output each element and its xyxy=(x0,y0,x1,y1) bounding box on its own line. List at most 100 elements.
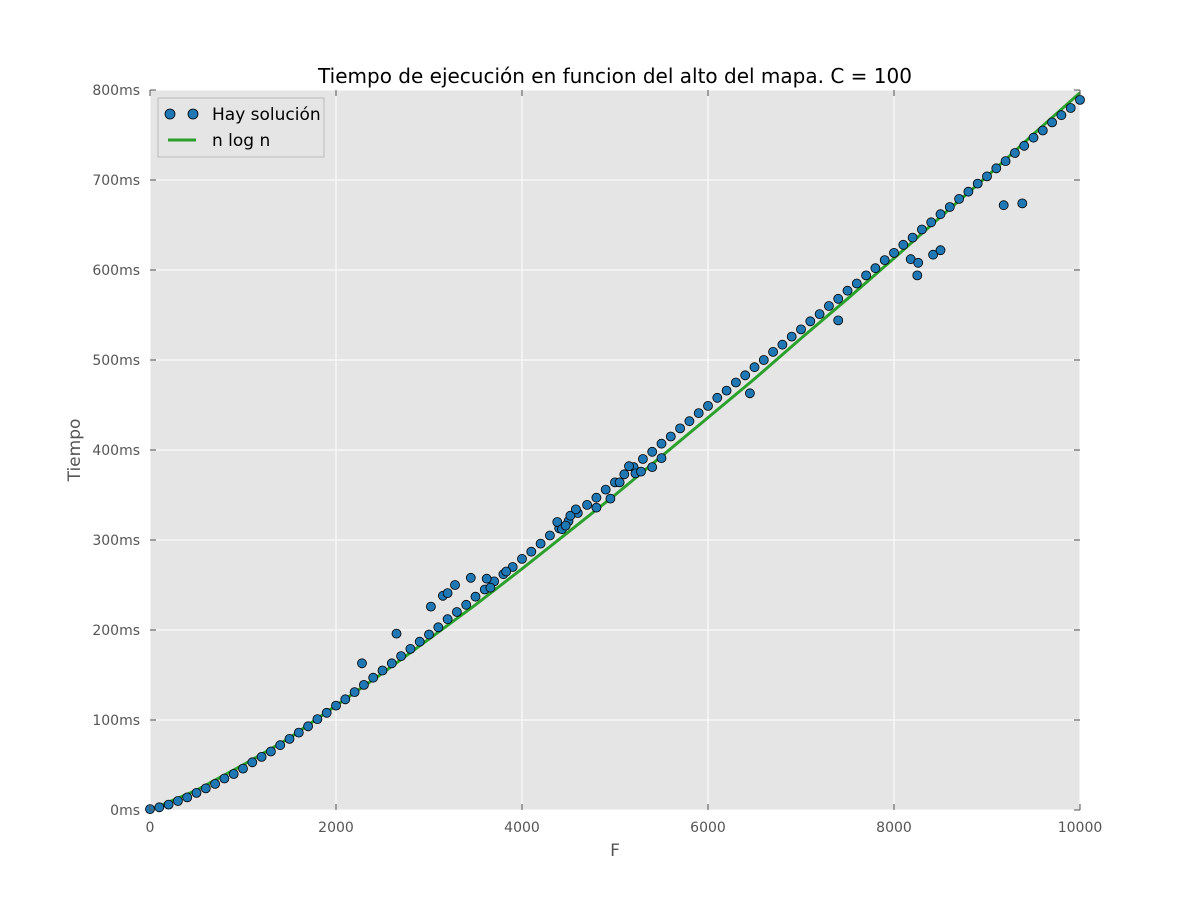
y-tick-label: 200ms xyxy=(92,623,140,639)
data-point xyxy=(814,309,825,320)
data-point xyxy=(391,628,402,639)
data-point xyxy=(386,658,397,669)
data-point xyxy=(768,346,778,357)
data-point xyxy=(1037,125,1048,136)
data-point xyxy=(552,517,563,527)
data-point xyxy=(912,270,923,281)
legend: Hay solución n log n xyxy=(157,97,325,158)
data-point xyxy=(889,247,899,258)
data-point xyxy=(275,740,286,751)
data-point xyxy=(414,636,425,647)
data-point xyxy=(247,757,258,768)
data-point xyxy=(1065,103,1076,113)
data-point xyxy=(636,466,646,477)
data-point xyxy=(944,202,955,212)
x-axis-ticks: 0 2000 4000 6000 8000 10000 xyxy=(146,90,1102,836)
data-point xyxy=(163,799,174,810)
data-point xyxy=(284,734,295,744)
data-point xyxy=(972,178,983,189)
data-point xyxy=(210,779,221,789)
y-tick-label: 400ms xyxy=(92,443,140,459)
data-point xyxy=(745,388,755,399)
data-point xyxy=(917,224,927,235)
data-point xyxy=(703,400,713,411)
data-point xyxy=(571,504,581,515)
data-point xyxy=(870,263,881,274)
data-point xyxy=(424,629,434,640)
data-point xyxy=(907,232,918,243)
data-point xyxy=(293,727,304,738)
y-axis-label: Tiempo xyxy=(65,419,85,483)
x-tick-label: 2000 xyxy=(318,820,354,836)
data-point xyxy=(470,591,481,602)
data-point xyxy=(265,746,276,757)
data-point xyxy=(425,601,436,612)
x-tick-label: 4000 xyxy=(504,820,540,836)
data-point xyxy=(624,461,634,472)
data-point xyxy=(656,453,667,464)
data-point xyxy=(1000,156,1011,167)
legend-box xyxy=(157,97,325,158)
data-point xyxy=(954,193,964,204)
data-point xyxy=(200,783,211,794)
data-point xyxy=(1075,95,1085,105)
data-point xyxy=(712,392,723,403)
data-point xyxy=(377,665,388,676)
data-point xyxy=(619,469,630,480)
data-point xyxy=(605,493,616,504)
data-point xyxy=(228,769,239,779)
data-point xyxy=(721,385,732,396)
data-point xyxy=(396,651,407,661)
data-point xyxy=(928,249,938,260)
data-point xyxy=(638,454,648,464)
data-point xyxy=(740,370,751,381)
data-point xyxy=(935,209,946,220)
data-point xyxy=(591,502,602,513)
y-axis-ticks: 0ms 100ms 200ms 300ms 400ms 500ms 600ms 700ms 80… xyxy=(92,83,1080,819)
data-point xyxy=(451,607,462,617)
x-tick-label: 0 xyxy=(146,820,155,836)
data-point xyxy=(935,245,946,256)
data-point xyxy=(1056,110,1067,121)
y-tick-label: 600ms xyxy=(92,263,140,279)
data-point xyxy=(647,446,658,457)
data-point xyxy=(256,752,267,762)
data-point xyxy=(465,572,476,583)
data-point xyxy=(535,538,546,549)
data-point xyxy=(998,200,1009,211)
data-point xyxy=(842,285,853,296)
y-tick-label: 700ms xyxy=(92,173,140,189)
data-point xyxy=(433,622,444,633)
data-point xyxy=(517,554,527,564)
data-point xyxy=(913,257,924,268)
data-point xyxy=(656,438,667,449)
data-point xyxy=(1017,198,1028,209)
data-point xyxy=(898,239,909,250)
legend-marker-point-2 xyxy=(187,108,199,120)
data-point xyxy=(442,588,453,598)
data-point xyxy=(450,580,460,590)
data-point xyxy=(693,408,704,419)
data-point xyxy=(600,484,611,495)
data-point xyxy=(526,546,537,557)
data-point xyxy=(824,301,834,311)
data-point xyxy=(1047,117,1057,128)
data-point xyxy=(591,492,602,503)
data-point xyxy=(963,186,974,197)
data-point xyxy=(565,510,576,521)
x-tick-label: 8000 xyxy=(876,820,912,836)
data-point xyxy=(1010,148,1020,158)
y-tick-label: 300ms xyxy=(92,533,140,549)
data-point xyxy=(1019,140,1030,151)
data-point xyxy=(321,707,332,718)
data-point xyxy=(749,362,760,373)
data-point xyxy=(647,462,658,473)
data-point xyxy=(312,714,323,724)
data-point xyxy=(545,530,555,541)
chart-title: Tiempo de ejecución en funcion del alto … xyxy=(317,64,912,88)
legend-label-hay-solucion: Hay solución xyxy=(212,105,321,125)
data-point xyxy=(731,377,741,388)
data-point xyxy=(851,278,862,289)
data-point xyxy=(485,582,496,593)
data-point xyxy=(303,721,314,732)
